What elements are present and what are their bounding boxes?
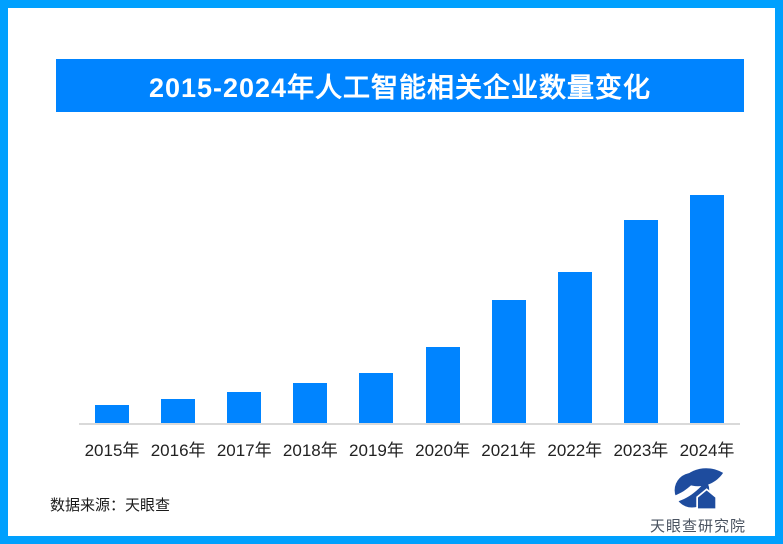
bar-2015年 xyxy=(95,405,129,423)
tianyancha-eye-logo-icon xyxy=(670,466,724,511)
x-tick-label-2018年: 2018年 xyxy=(282,441,338,460)
x-tick-label-2021年: 2021年 xyxy=(481,441,537,460)
bar-2018年 xyxy=(293,383,328,423)
chart-title-banner: 2015-2024年人工智能相关企业数量变化 xyxy=(56,59,744,112)
bar-2023年 xyxy=(623,220,658,423)
x-tick-label-2020年: 2020年 xyxy=(415,441,470,460)
x-tick-label-2016年: 2016年 xyxy=(150,441,206,460)
bar-2017年 xyxy=(227,392,262,423)
bar-chart-plot-area xyxy=(79,195,740,425)
x-tick-label-2017年: 2017年 xyxy=(216,441,272,460)
x-tick-label-2019年: 2019年 xyxy=(349,441,404,460)
x-tick-label-2022年: 2022年 xyxy=(547,441,603,460)
bar-2021年 xyxy=(491,300,526,423)
x-tick-label-2023年: 2023年 xyxy=(613,441,669,460)
bar-2024年 xyxy=(689,195,724,423)
x-tick-label-2024年: 2024年 xyxy=(679,441,735,460)
data-source-label: 数据来源：天眼查 xyxy=(50,497,171,514)
tianyancha-logo-text: 天眼查研究院 xyxy=(649,518,746,535)
x-tick-label-2015年: 2015年 xyxy=(84,441,140,460)
bar-2016年 xyxy=(161,399,196,423)
chart-title: 2015-2024年人工智能相关企业数量变化 xyxy=(148,73,652,103)
tianyancha-research-logo: 天眼查研究院 xyxy=(643,466,753,536)
bar-2019年 xyxy=(359,373,394,423)
x-axis-tick-labels: 2015年 2016年 2017年 2018年 2019年 2020年 2021年 2022年… xyxy=(79,436,740,461)
bar-2022年 xyxy=(557,272,592,423)
bar-2020年 xyxy=(425,347,460,423)
